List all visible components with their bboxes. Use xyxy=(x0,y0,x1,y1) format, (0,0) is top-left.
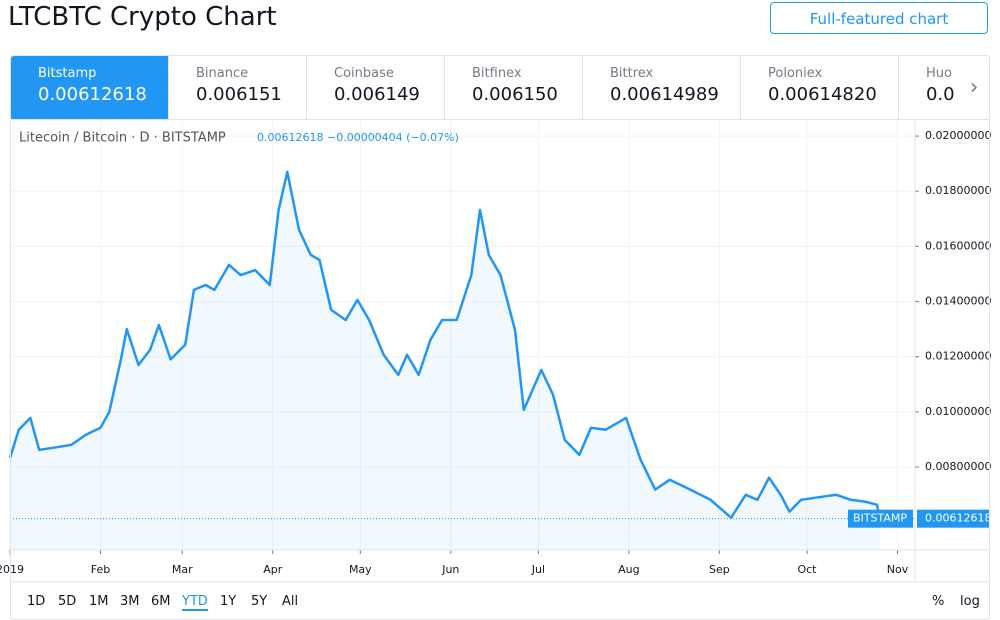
toolbar: 1D 5D 1M 3M 6M YTD 1Y 5Y All% log xyxy=(10,582,990,620)
range-button[interactable]: 1D xyxy=(27,594,46,609)
range-button[interactable]: 5D xyxy=(58,594,77,609)
exchange-price[interactable]: 0.00614820 xyxy=(768,84,877,105)
exchange-price[interactable]: 0.00612618 xyxy=(38,84,147,105)
series-label: BITSTAMP xyxy=(853,512,907,525)
exchange-tab[interactable]: Bittrex 0.00614989 xyxy=(583,56,741,119)
range-button[interactable]: 1Y xyxy=(220,594,237,609)
exchange-name[interactable]: Coinbase xyxy=(334,66,394,81)
x-tick-label: Aug xyxy=(618,563,639,576)
range-button[interactable]: 1M xyxy=(89,594,109,609)
y-tick-label: 0.01800000 xyxy=(925,184,991,197)
exchange-name[interactable]: Bitfinex xyxy=(472,66,522,81)
y-tick-label: 0.01400000 xyxy=(925,295,991,308)
exchange-price[interactable]: 0.00614989 xyxy=(610,84,719,105)
exchange-name[interactable]: Bittrex xyxy=(610,66,654,81)
y-tick-label: 0.01600000 xyxy=(925,239,991,252)
exchange-name[interactable]: Poloniex xyxy=(768,66,823,81)
exchange-tab[interactable]: Huo 0.0 xyxy=(899,56,989,119)
page-title: LTCBTC Crypto Chart xyxy=(8,2,277,32)
range-button[interactable]: 6M xyxy=(151,594,171,609)
exchange-price[interactable]: 0.006151 xyxy=(196,84,282,105)
full-chart-button[interactable]: Full-featured chart xyxy=(770,2,988,34)
exchange-tab[interactable]: Binance 0.006151 xyxy=(169,56,307,119)
last-price-label: 0.00612618 xyxy=(925,512,991,525)
scale-option[interactable]: % xyxy=(932,594,945,609)
last-price-bg xyxy=(917,509,989,528)
exchange-tab[interactable]: Bitfinex 0.006150 xyxy=(445,56,583,119)
exchange-name[interactable]: Binance xyxy=(196,66,249,81)
exchange-tab[interactable]: Poloniex 0.00614820 xyxy=(741,56,899,119)
y-tick-label: 0.02000000 xyxy=(925,129,991,142)
x-tick-label: Sep xyxy=(709,563,730,576)
x-tick-label: Apr xyxy=(263,563,283,576)
exchange-price[interactable]: 0.006150 xyxy=(472,84,558,105)
chart-subtitle: 0.00612618 −0.00000404 (−0.07%) xyxy=(257,131,459,144)
exchange-tab[interactable]: Coinbase 0.006149 xyxy=(307,56,445,119)
exchange-tab[interactable]: Bitstamp 0.00612618 xyxy=(11,56,169,119)
range-button[interactable]: 5Y xyxy=(251,594,268,609)
x-tick-label: Jun xyxy=(441,563,459,576)
x-tick-label: 2019 xyxy=(0,563,24,576)
price-line xyxy=(8,170,882,519)
y-tick-label: 0.01200000 xyxy=(925,350,991,363)
x-tick-label: May xyxy=(349,563,372,576)
exchange-tabs: Bitstamp 0.00612618 Binance 0.006151 Coinbas… xyxy=(11,56,989,120)
range-button[interactable]: 3M xyxy=(120,594,140,609)
scroll-arrow[interactable]: › xyxy=(959,56,989,119)
scale-option[interactable]: log xyxy=(960,594,980,609)
exchange-price[interactable]: 0.006149 xyxy=(334,84,420,105)
x-tick-label: Nov xyxy=(887,563,909,576)
x-tick-label: Mar xyxy=(172,563,193,576)
series-label-bg xyxy=(848,509,913,528)
range-button[interactable]: YTD xyxy=(182,594,208,611)
x-tick-label: Oct xyxy=(797,563,817,576)
button-label[interactable]: Full-featured chart xyxy=(809,10,949,28)
exchange-name[interactable]: Huo xyxy=(926,66,952,81)
area-fill xyxy=(10,171,880,550)
chart-title: Litecoin / Bitcoin · D · BITSTAMP xyxy=(19,131,226,146)
exchange-price[interactable]: 0.0 xyxy=(926,84,955,105)
y-tick-label: 0.00800000 xyxy=(925,460,991,473)
range-button[interactable]: All xyxy=(282,594,299,609)
y-tick-label: 0.01000000 xyxy=(925,405,991,418)
exchange-name[interactable]: Bitstamp xyxy=(38,66,97,81)
widget: Bitstamp 0.00612618 Binance 0.006151 Coinbas… xyxy=(10,55,990,620)
x-tick-label: Jul xyxy=(531,563,545,576)
x-tick-label: Feb xyxy=(91,563,110,576)
